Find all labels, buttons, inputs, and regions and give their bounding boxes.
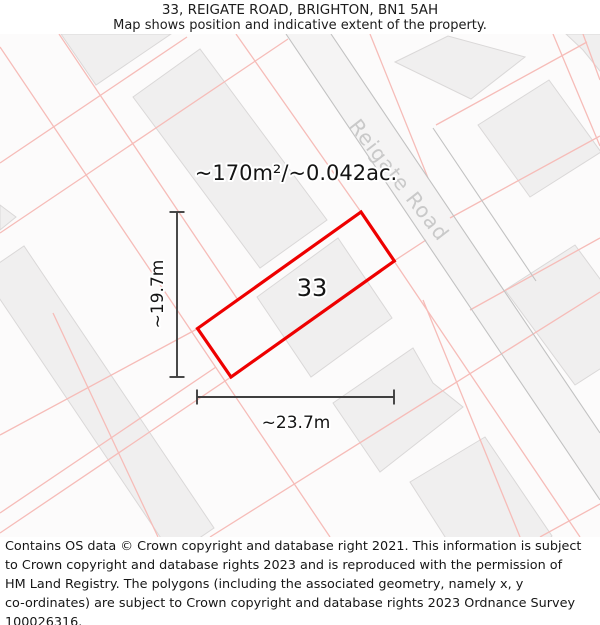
- parcel-line: [209, 291, 600, 537]
- plot-number-label: 33: [297, 274, 328, 302]
- height-dimension-label: ~19.7m: [148, 260, 168, 329]
- footer-line: HM Land Registry. The polygons (includin…: [5, 576, 524, 592]
- footer-line: to Crown copyright and database rights 2…: [5, 557, 563, 573]
- footer-line: co-ordinates) are subject to Crown copyr…: [5, 595, 576, 611]
- parcel-line: [0, 328, 198, 436]
- building: [332, 347, 464, 473]
- page-subtitle: Map shows position and indicative extent…: [113, 18, 487, 33]
- parcel-line: [469, 237, 600, 311]
- building: [393, 35, 527, 100]
- height-dimension: ~19.7m: [146, 211, 185, 378]
- page-title: 33, REIGATE ROAD, BRIGHTON, BN1 5AH: [161, 2, 439, 18]
- parcel-line: [449, 135, 600, 219]
- road-left-edge: [285, 34, 600, 501]
- map-header: 33, REIGATE ROAD, BRIGHTON, BN1 5AH Map …: [0, 2, 600, 33]
- width-dimension: ~23.7m: [196, 389, 395, 435]
- parcel-line: [539, 503, 600, 537]
- building: [256, 237, 393, 378]
- building: [0, 245, 215, 537]
- parcel-line: [435, 41, 588, 126]
- building: [132, 48, 328, 269]
- building: [565, 34, 600, 72]
- parcel-line: [0, 366, 217, 514]
- boundary-wall-line: [432, 127, 537, 282]
- parcel-line: [422, 299, 521, 537]
- parcel-line: [0, 376, 232, 534]
- building: [504, 244, 600, 386]
- parcel-lines-layer: [0, 34, 600, 537]
- building: [0, 204, 17, 231]
- parcel-line: [552, 34, 600, 147]
- buildings-layer: [0, 34, 600, 537]
- parcel-line: [393, 260, 581, 537]
- parcel-line: [58, 34, 239, 301]
- building: [60, 34, 172, 86]
- copyright-footer: Contains OS data © Crown copyright and d…: [5, 538, 597, 625]
- parcel-line: [582, 34, 600, 81]
- parcel-line: [235, 34, 362, 213]
- road-right-edge: [330, 34, 600, 434]
- building: [477, 79, 600, 198]
- footer-line: 100026316.: [5, 614, 83, 625]
- parcel-line: [52, 312, 159, 537]
- parcel-line: [0, 38, 289, 234]
- parcel-line: [369, 34, 429, 179]
- parcel-line: [0, 46, 331, 537]
- width-dimension-label: ~23.7m: [262, 413, 331, 433]
- parcel-line: [0, 36, 188, 164]
- area-label: ~170m²/~0.042ac.: [195, 161, 397, 185]
- plot-outline-33: [195, 209, 397, 380]
- building: [409, 436, 553, 537]
- parcel-line: [393, 239, 427, 262]
- footer-line: Contains OS data © Crown copyright and d…: [5, 539, 582, 554]
